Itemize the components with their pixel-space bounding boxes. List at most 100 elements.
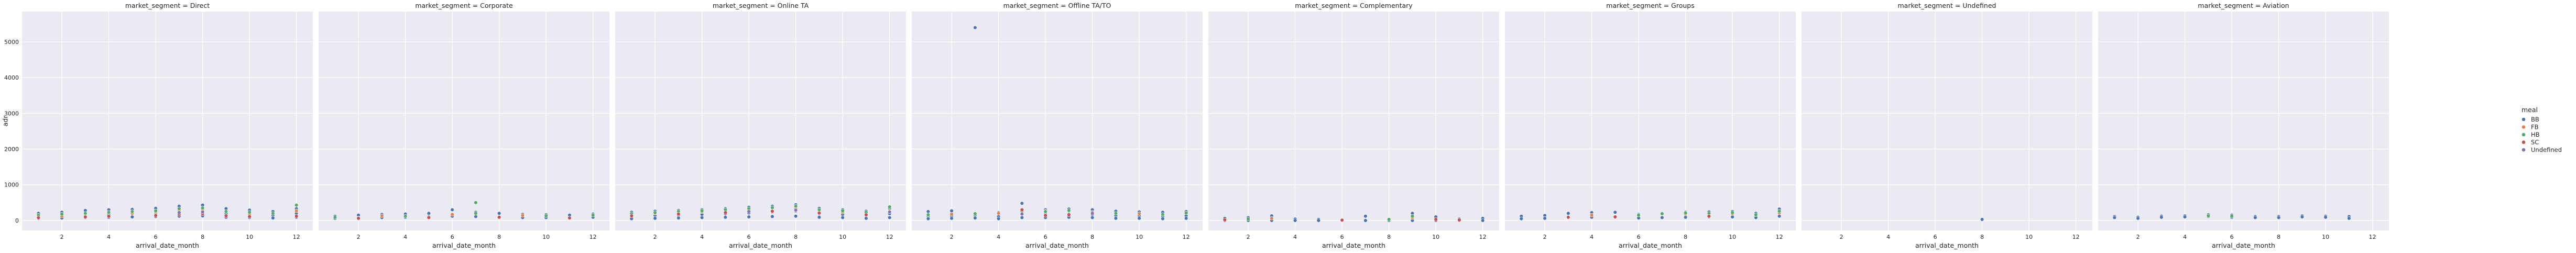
data-point: [427, 215, 431, 220]
facet-panel: 2 4 6 8 10 12 market_segment = Corporate arriva…: [319, 2, 609, 249]
x-tick-label: 10: [246, 234, 253, 240]
data-point: [1293, 218, 1297, 223]
y-tick-label: 0: [15, 217, 19, 224]
x-tick-label: 8: [2277, 234, 2280, 240]
data-point: [747, 215, 751, 219]
data-point: [427, 211, 431, 215]
data-point: [723, 211, 728, 215]
x-tick-label: 2: [950, 234, 954, 240]
x-tick-label: 6: [1934, 234, 1937, 240]
data-point: [154, 208, 158, 213]
x-tick-label: 8: [1980, 234, 1984, 240]
data-point: [1707, 214, 1711, 218]
data-point: [653, 211, 657, 215]
data-point: [723, 215, 728, 219]
data-point: [770, 205, 774, 210]
data-point: [294, 208, 299, 213]
x-axis-label: arrival_date_month: [1915, 241, 1979, 249]
data-point: [403, 214, 408, 218]
data-point: [1067, 213, 1071, 217]
data-point: [567, 216, 572, 220]
data-point: [450, 207, 454, 212]
data-point: [1184, 216, 1188, 221]
data-point: [1613, 215, 1618, 219]
data-point: [817, 207, 822, 212]
x-tick-label: 12: [1479, 234, 1487, 240]
facets: 0 1000 2000 3000 4000 5000 2 4 6 8 10 12 market_segm…: [4, 2, 2389, 249]
data-point: [2323, 215, 2328, 219]
data-point: [106, 210, 111, 214]
legend-entry: HB: [2531, 131, 2540, 138]
data-point: [973, 212, 977, 216]
x-tick-label: 6: [451, 234, 454, 240]
legend-marker: [2522, 140, 2526, 145]
data-point: [653, 216, 657, 221]
data-point: [700, 215, 704, 220]
data-point: [356, 216, 361, 221]
data-point: [629, 214, 634, 218]
data-point: [60, 212, 64, 216]
series-hb: [333, 201, 595, 219]
x-tick-label: 12: [590, 234, 597, 240]
x-tick-label: 4: [1293, 234, 1297, 240]
data-point: [1067, 208, 1071, 213]
data-point: [294, 203, 299, 207]
data-point: [271, 216, 275, 220]
data-point: [1363, 218, 1368, 223]
series-undefined: [747, 208, 892, 214]
x-tick-label: 8: [794, 234, 798, 240]
data-point: [1090, 215, 1095, 220]
y-tick-label: 3000: [4, 110, 19, 117]
data-point: [247, 210, 252, 214]
facet-panel: 2 4 6 8 10 12 market_segment = Online TA arriva…: [615, 2, 906, 249]
x-tick-label: 2: [653, 234, 657, 240]
x-axis-label: arrival_date_month: [1619, 241, 1682, 249]
data-point: [676, 212, 681, 216]
data-point: [224, 214, 228, 218]
legend-entry: FB: [2531, 124, 2539, 131]
x-tick-label: 10: [2025, 234, 2033, 240]
data-point: [450, 212, 454, 217]
data-point: [1090, 211, 1095, 215]
data-point: [1270, 216, 1274, 221]
facet-title: market_segment = Groups: [1606, 2, 1694, 9]
facet-title: market_segment = Undefined: [1898, 2, 1996, 9]
data-point: [1340, 218, 1344, 222]
x-tick-label: 2: [1247, 234, 1250, 240]
data-point: [1184, 211, 1188, 215]
x-tick-label: 2: [60, 234, 64, 240]
series-hb: [1636, 209, 1782, 217]
data-point: [949, 208, 954, 213]
facet-background: [22, 12, 313, 230]
data-point: [793, 204, 798, 208]
x-tick-label: 4: [997, 234, 1000, 240]
facet-panel: 0 1000 2000 3000 4000 5000 2 4 6 8 10 12 market_segm…: [4, 2, 313, 249]
data-point: [294, 214, 299, 218]
data-point: [2136, 216, 2140, 221]
data-point: [2159, 215, 2164, 219]
x-tick-label: 12: [2072, 234, 2080, 240]
data-point: [1161, 216, 1165, 221]
facet-panel: 2 4 6 8 10 12 market_segment = Offline TA/TO ar…: [912, 2, 1203, 249]
data-point: [247, 214, 252, 219]
x-tick-label: 10: [1729, 234, 1736, 240]
series-fb: [380, 212, 525, 218]
data-point: [1613, 210, 1618, 214]
facet-title: market_segment = Direct: [125, 2, 210, 9]
facet-background: [2098, 12, 2389, 230]
data-point: [1020, 207, 1024, 212]
data-point: [2112, 215, 2117, 220]
x-tick-label: 10: [1432, 234, 1439, 240]
legend-entry: SC: [2531, 139, 2539, 146]
data-point: [1683, 211, 1688, 215]
series-sc: [1566, 214, 1711, 219]
data-point: [2300, 215, 2305, 219]
x-tick-label: 4: [107, 234, 111, 240]
data-point: [747, 210, 751, 214]
data-point: [887, 205, 892, 209]
data-point: [224, 210, 228, 214]
data-point: [1636, 213, 1641, 217]
facet-background: [615, 12, 906, 230]
data-point: [380, 214, 384, 218]
series-undefined: [177, 210, 205, 215]
